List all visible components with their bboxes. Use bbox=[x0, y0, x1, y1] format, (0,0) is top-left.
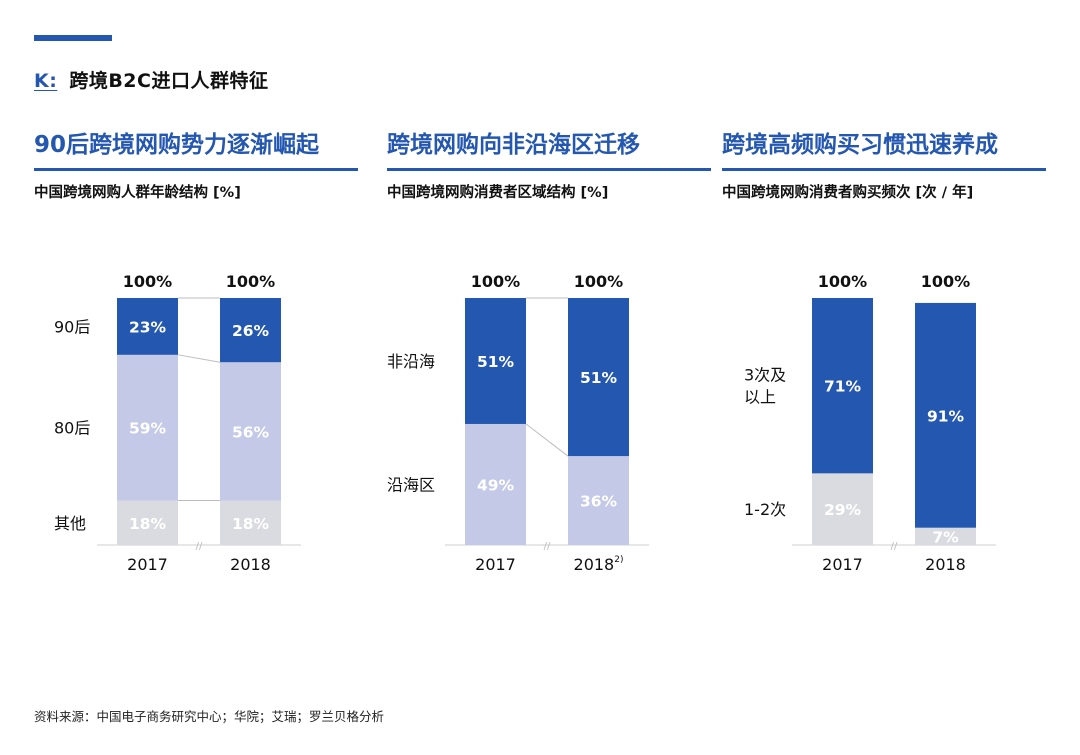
bar-2018-series-2 bbox=[220, 298, 281, 363]
data-label: 7% bbox=[932, 528, 959, 546]
bar-2018-series-0 bbox=[568, 456, 629, 545]
legend-label: 90后 bbox=[54, 317, 90, 336]
data-label: 51% bbox=[580, 369, 618, 387]
total-label: 100% bbox=[574, 272, 623, 291]
page-title: K: 跨境B2C进口人群特征 bbox=[34, 66, 268, 93]
legend-label: 3次及 bbox=[744, 366, 786, 385]
bar-2018-series-1 bbox=[915, 302, 976, 528]
panel-divider bbox=[387, 168, 711, 171]
total-label: 100% bbox=[818, 272, 867, 291]
panel-divider bbox=[722, 168, 1046, 171]
age-structure-chart: // 18% 59% 23% 100% 2017 18% 56% 26% 100% 2018 其他 80… bbox=[54, 272, 301, 574]
legend-label: 80后 bbox=[54, 419, 90, 438]
bar-2017-series-0 bbox=[812, 473, 873, 545]
panel-divider bbox=[34, 168, 358, 171]
total-label: 100% bbox=[123, 272, 172, 291]
panel-region-structure: 跨境网购向非沿海区迁移 中国跨境网购消费者区域结构 [%] // 49% 51% 10… bbox=[387, 128, 711, 574]
panel-headline: 跨境高频购买习惯迅速养成 bbox=[722, 132, 998, 158]
data-label: 23% bbox=[129, 318, 167, 336]
data-label: 71% bbox=[824, 378, 862, 396]
bar-2017-series-0 bbox=[465, 423, 526, 545]
bar-2017-series-1 bbox=[812, 298, 873, 474]
total-label: 100% bbox=[471, 272, 520, 291]
total-label: 100% bbox=[921, 272, 970, 291]
panel-headline: 90后跨境网购势力逐渐崛起 bbox=[34, 132, 320, 158]
data-label: 26% bbox=[232, 322, 270, 340]
data-label: 91% bbox=[927, 407, 965, 425]
data-label: 56% bbox=[232, 423, 270, 441]
connector-line bbox=[525, 423, 569, 457]
total-label: 100% bbox=[226, 272, 275, 291]
data-label: 51% bbox=[477, 353, 515, 371]
legend-label: 其他 bbox=[54, 514, 86, 533]
x-tick-label: 2018 bbox=[925, 555, 966, 574]
x-tick-label: 2018 bbox=[230, 555, 271, 574]
panel-purchase-frequency: 跨境高频购买习惯迅速养成 中国跨境网购消费者购买频次 [次 / 年] // 29%… bbox=[722, 128, 1046, 574]
data-label: 29% bbox=[824, 501, 862, 519]
bar-2017-series-1 bbox=[117, 354, 178, 501]
bar-2017-series-1 bbox=[465, 298, 526, 424]
chart-title: 中国跨境网购人群年龄结构 [%] bbox=[34, 185, 241, 201]
data-label: 49% bbox=[477, 476, 515, 494]
data-label: 18% bbox=[129, 515, 167, 533]
source-note: 资料来源：中国电子商务研究中心；华院；艾瑞；罗兰贝格分析 bbox=[34, 709, 385, 724]
connector-line bbox=[177, 354, 221, 363]
accent-bar bbox=[34, 35, 112, 41]
x-tick-label: 20182) bbox=[574, 555, 624, 574]
legend-label: 沿海区 bbox=[387, 475, 435, 494]
axis-break-mark: // bbox=[196, 541, 203, 552]
bar-2018-series-1 bbox=[220, 362, 281, 501]
bar-2018-series-0 bbox=[220, 500, 281, 545]
chart-title: 中国跨境网购消费者购买频次 [次 / 年] bbox=[722, 185, 974, 201]
legend-label: 1-2次 bbox=[744, 500, 786, 519]
bar-2017-series-0 bbox=[117, 500, 178, 545]
data-label: 18% bbox=[232, 515, 270, 533]
page-title-text: 跨境B2C进口人群特征 bbox=[69, 70, 269, 92]
bar-2018-series-0 bbox=[915, 527, 976, 545]
legend-label: 以上 bbox=[744, 388, 776, 407]
panel-headline: 跨境网购向非沿海区迁移 bbox=[387, 132, 640, 158]
x-tick-label: 2017 bbox=[822, 555, 863, 574]
page-title-prefix: K: bbox=[34, 70, 58, 92]
axis-break-mark: // bbox=[544, 541, 551, 552]
x-tick-label: 2017 bbox=[127, 555, 168, 574]
bar-2018-series-1 bbox=[568, 298, 629, 457]
data-label: 36% bbox=[580, 493, 618, 511]
panel-age-structure: 90后跨境网购势力逐渐崛起 中国跨境网购人群年龄结构 [%] // 18% 59% 2… bbox=[34, 128, 358, 574]
data-label: 59% bbox=[129, 420, 167, 438]
region-structure-chart: // 49% 51% 100% 2017 36% 51% 100% 20182) 沿海区 非沿海 bbox=[387, 272, 649, 574]
bar-2017-series-2 bbox=[117, 298, 178, 355]
chart-title: 中国跨境网购消费者区域结构 [%] bbox=[387, 185, 609, 201]
x-tick-label: 2017 bbox=[475, 555, 516, 574]
axis-break-mark: // bbox=[891, 541, 898, 552]
legend-label: 非沿海 bbox=[387, 352, 435, 371]
